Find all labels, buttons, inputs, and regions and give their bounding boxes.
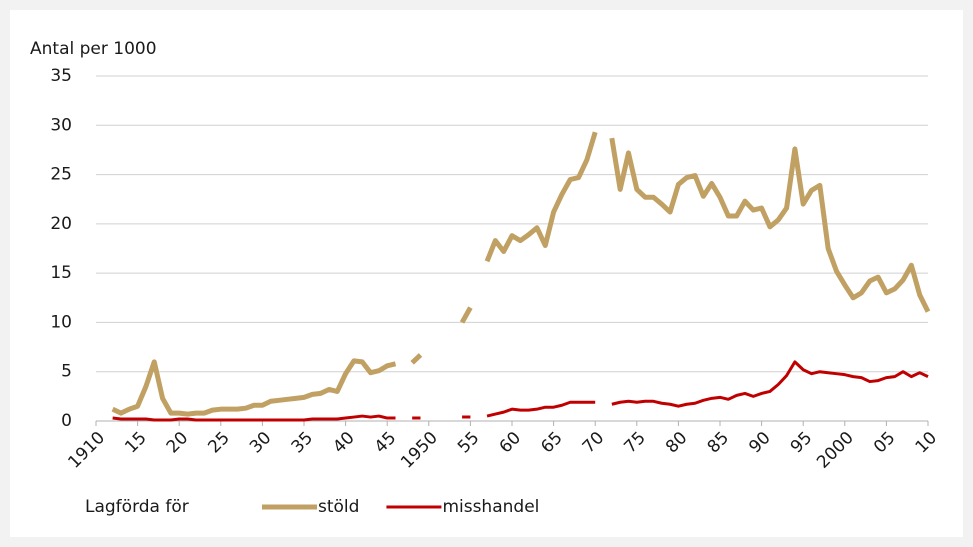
legend-title: Lagförda för (85, 497, 189, 517)
y-tick-label: 5 (61, 362, 72, 382)
y-tick-label: 0 (61, 411, 72, 431)
legend-label: misshandel (442, 497, 539, 517)
legend-label: stöld (318, 497, 359, 517)
series-line (112, 360, 929, 422)
y-tick-label: 20 (50, 214, 72, 234)
y-tick-label: 30 (50, 115, 72, 135)
y-tick-label: 35 (50, 66, 72, 86)
series-line (111, 131, 931, 417)
y-axis-label: Antal per 1000 (30, 39, 157, 59)
y-tick-label: 15 (50, 263, 72, 283)
y-tick-label: 10 (50, 312, 72, 332)
y-tick-label: 25 (50, 165, 72, 185)
